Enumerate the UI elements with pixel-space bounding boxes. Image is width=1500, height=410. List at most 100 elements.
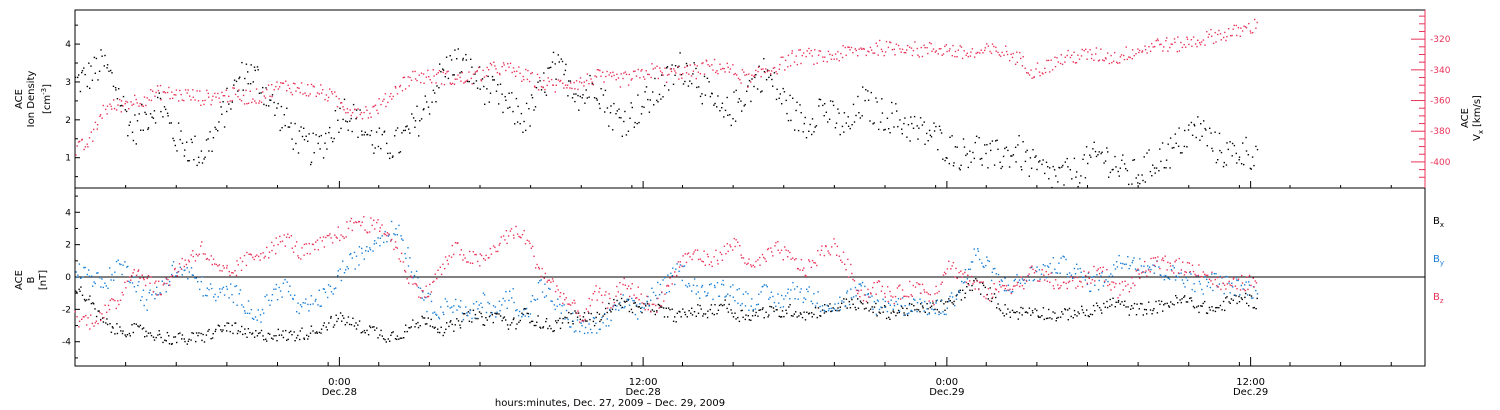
point-density: [1235, 152, 1237, 155]
point-bz: [350, 217, 353, 220]
point-density: [276, 107, 278, 109]
point-by: [1122, 262, 1124, 265]
point-by: [1035, 270, 1038, 273]
point-by: [716, 282, 719, 284]
point-vx: [465, 80, 467, 82]
point-bx: [758, 309, 760, 311]
point-bx: [871, 306, 873, 308]
point-bz: [383, 233, 385, 235]
point-bz: [616, 285, 618, 288]
point-by: [128, 280, 130, 283]
point-density: [1067, 166, 1069, 168]
point-by: [858, 283, 860, 285]
point-vx: [998, 54, 1000, 56]
point-density: [1148, 149, 1150, 151]
point-bz: [219, 269, 221, 272]
point-vx: [993, 45, 995, 48]
point-density: [391, 156, 394, 158]
point-vx: [237, 96, 239, 98]
point-density: [1165, 167, 1167, 169]
point-by: [511, 297, 513, 299]
point-vx: [1188, 43, 1190, 46]
point-vx: [350, 114, 352, 117]
point-density: [377, 145, 380, 148]
point-bx: [83, 298, 86, 301]
point-by: [817, 291, 819, 293]
point-vx: [681, 77, 683, 79]
point-bx: [403, 337, 405, 339]
point-by: [387, 235, 390, 237]
point-bx: [1225, 297, 1227, 299]
point-by: [384, 231, 386, 233]
point-density: [291, 138, 293, 140]
point-vx: [666, 81, 668, 83]
point-vx: [143, 96, 146, 98]
point-by: [1103, 281, 1106, 284]
point-density: [1163, 167, 1165, 169]
point-bz: [711, 265, 713, 267]
point-density: [466, 80, 469, 83]
point-density: [90, 65, 92, 67]
point-bz: [133, 269, 135, 271]
point-vx: [948, 50, 950, 52]
point-bx: [984, 286, 986, 289]
point-bz: [598, 291, 600, 293]
point-bx: [1180, 301, 1182, 304]
point-by: [619, 301, 621, 304]
point-density: [197, 156, 200, 158]
point-bx: [190, 339, 192, 341]
point-bx: [214, 330, 216, 333]
point-vx: [613, 74, 615, 77]
point-density: [552, 51, 555, 54]
point-density: [627, 130, 630, 132]
point-by: [983, 266, 985, 269]
point-bx: [412, 319, 414, 321]
point-vx: [928, 42, 931, 44]
point-vx: [83, 148, 85, 151]
point-by: [327, 296, 329, 299]
point-density: [1077, 185, 1079, 188]
point-bz: [660, 305, 662, 307]
point-bz: [1253, 286, 1255, 288]
point-bx: [704, 313, 707, 315]
point-bx: [184, 340, 186, 343]
point-vx: [1016, 61, 1019, 63]
point-density: [585, 89, 587, 91]
point-vx: [308, 95, 310, 97]
point-bx: [684, 313, 687, 316]
point-bx: [936, 308, 938, 311]
point-by: [961, 280, 963, 283]
point-bx: [1175, 295, 1177, 297]
point-bx: [145, 330, 147, 333]
point-density: [989, 142, 991, 145]
point-bx: [843, 298, 845, 300]
point-bz: [889, 290, 891, 293]
point-bx: [183, 338, 185, 340]
point-vx: [275, 85, 277, 88]
point-bz: [1086, 282, 1088, 285]
point-density: [460, 71, 463, 73]
point-by: [1040, 273, 1043, 275]
point-bz: [1154, 257, 1157, 259]
point-vx: [959, 45, 961, 47]
point-vx: [927, 52, 929, 55]
point-bz: [823, 254, 825, 257]
point-bz: [1088, 271, 1090, 273]
point-bz: [206, 257, 209, 260]
point-by: [426, 310, 428, 313]
point-bx: [181, 334, 184, 336]
point-bx: [477, 317, 479, 320]
point-density: [652, 91, 654, 93]
point-bz: [952, 261, 955, 264]
point-density: [1066, 157, 1068, 160]
point-bx: [948, 298, 950, 300]
point-vx: [674, 70, 676, 72]
point-density: [186, 141, 188, 143]
point-bz: [152, 291, 155, 293]
point-density: [808, 130, 810, 132]
point-density: [516, 121, 519, 123]
point-bx: [249, 331, 251, 334]
point-by: [612, 306, 614, 308]
point-bx: [561, 322, 564, 324]
point-by: [436, 314, 438, 316]
